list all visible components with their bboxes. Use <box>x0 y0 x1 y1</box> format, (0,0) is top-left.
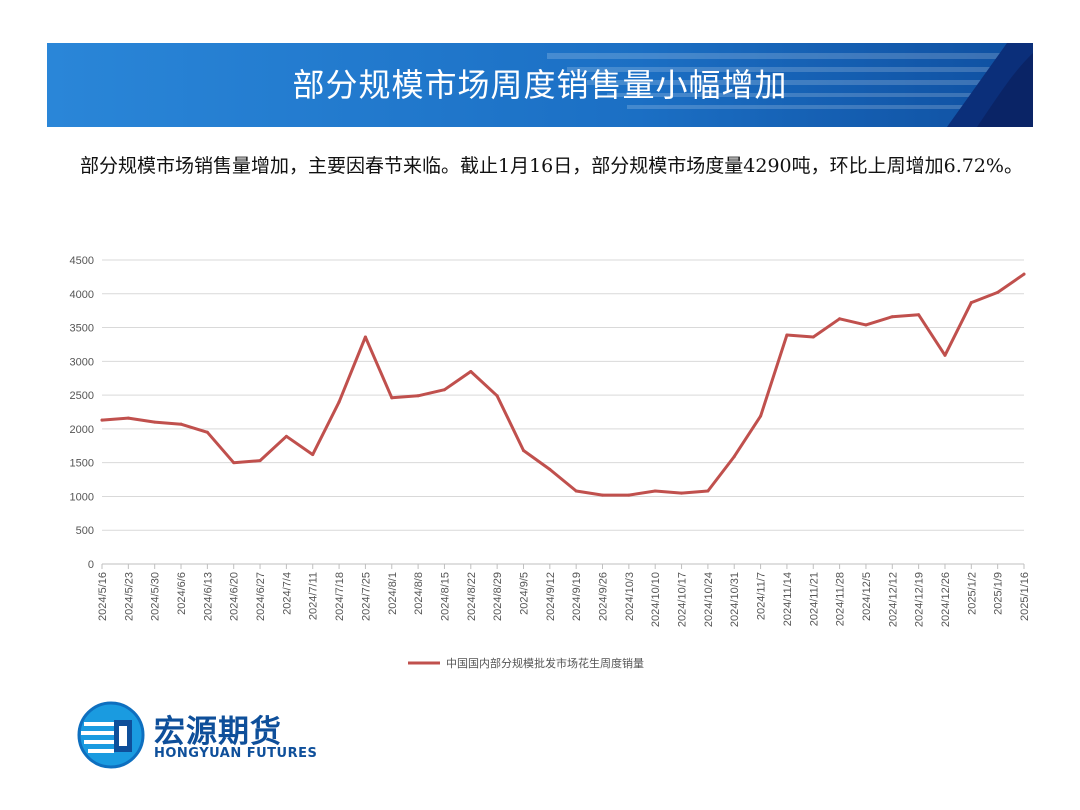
data-point <box>179 422 183 426</box>
x-tick-label: 2024/8/22 <box>466 572 478 621</box>
data-point <box>416 394 420 398</box>
x-tick-label: 2024/5/16 <box>97 572 109 621</box>
data-point <box>785 333 789 337</box>
x-tick-label: 2024/6/6 <box>176 572 188 615</box>
brand-name-cn: 宏源期货 <box>154 714 282 750</box>
x-tick-label: 2024/8/29 <box>492 572 504 621</box>
x-tick-label: 2024/7/11 <box>308 572 320 620</box>
data-point <box>627 493 631 497</box>
x-tick-label: 2024/7/18 <box>334 572 346 621</box>
x-tick-label: 2024/9/5 <box>518 572 530 615</box>
x-tick-label: 2024/12/5 <box>861 572 873 621</box>
company-logo: 宏源期货 HONGYUAN FUTURES <box>76 700 376 780</box>
y-tick-label: 3000 <box>70 356 94 368</box>
banner-background <box>47 43 1033 127</box>
data-point <box>390 396 394 400</box>
data-point <box>653 489 657 493</box>
x-tick-label: 2024/7/25 <box>360 572 372 621</box>
y-tick-label: 1000 <box>70 491 94 503</box>
legend-label: 中国国内部分规模批发市场花生周度销量 <box>446 656 644 670</box>
data-point <box>284 434 288 438</box>
data-point <box>706 489 710 493</box>
x-tick-label: 2024/12/12 <box>887 572 899 627</box>
data-point <box>917 313 921 317</box>
x-tick-label: 2024/11/7 <box>756 572 768 620</box>
data-point <box>601 493 605 497</box>
data-point <box>363 335 367 339</box>
x-tick-label: 2025/1/9 <box>993 572 1005 615</box>
x-tick-label: 2024/6/27 <box>255 572 267 621</box>
data-point <box>996 290 1000 294</box>
x-tick-label: 2025/1/2 <box>966 572 978 615</box>
summary-text: 部分规模市场销售量增加，主要因春节来临。截止1月16日，部分规模市场度量4290… <box>80 155 1023 177</box>
data-point <box>521 449 525 453</box>
y-tick-label: 2500 <box>70 390 94 402</box>
x-tick-label: 2024/10/31 <box>729 572 741 627</box>
data-point <box>153 420 157 424</box>
x-tick-label: 2024/10/10 <box>650 572 662 627</box>
x-tick-label: 2024/11/28 <box>835 572 847 626</box>
data-point <box>337 400 341 404</box>
brand-name-en: HONGYUAN FUTURES <box>154 746 318 761</box>
title-banner: 部分规模市场周度销售量小幅增加 <box>47 43 1033 127</box>
x-tick-label: 2024/7/4 <box>281 572 293 615</box>
data-point <box>442 388 446 392</box>
data-point <box>574 489 578 493</box>
data-point <box>311 453 315 457</box>
series-line <box>100 272 1026 497</box>
x-tick-label: 2024/12/26 <box>940 572 952 627</box>
data-point <box>205 430 209 434</box>
data-point <box>232 461 236 465</box>
x-tick-label: 2024/9/26 <box>598 572 610 621</box>
y-tick-label: 1500 <box>70 458 94 470</box>
data-point <box>126 416 130 420</box>
data-point <box>469 369 473 373</box>
data-point <box>811 335 815 339</box>
data-point <box>1022 272 1026 276</box>
x-tick-label: 2024/8/8 <box>413 572 425 615</box>
x-tick-label: 2024/9/19 <box>571 572 583 621</box>
data-point <box>838 317 842 321</box>
data-point <box>100 418 104 422</box>
x-tick-label: 2024/8/1 <box>387 572 399 615</box>
x-tick-label: 2024/10/3 <box>624 572 636 621</box>
page-title: 部分规模市场周度销售量小幅增加 <box>292 66 788 104</box>
x-tick-label: 2024/5/23 <box>123 572 135 621</box>
y-tick-label: 3500 <box>70 323 94 335</box>
x-tick-label: 2024/10/24 <box>703 572 715 627</box>
data-point <box>943 353 947 357</box>
data-point <box>890 315 894 319</box>
data-point <box>732 455 736 459</box>
logo-emblem-icon <box>77 701 145 769</box>
y-tick-label: 4000 <box>70 289 94 301</box>
x-tick-label: 2024/5/30 <box>150 572 162 621</box>
y-tick-label: 4500 <box>70 255 94 267</box>
x-tick-label: 2024/6/13 <box>202 572 214 621</box>
y-tick-label: 500 <box>76 525 94 537</box>
y-tick-label: 2000 <box>70 424 94 436</box>
x-tick-label: 2025/1/16 <box>1019 572 1031 621</box>
data-point <box>969 301 973 305</box>
data-point <box>548 467 552 471</box>
x-tick-label: 2024/10/17 <box>677 572 689 627</box>
data-point <box>759 414 763 418</box>
data-point <box>864 323 868 327</box>
x-tick-label: 2024/12/19 <box>914 572 926 627</box>
x-tick-label: 2024/6/20 <box>229 572 241 621</box>
data-point <box>680 491 684 495</box>
data-point <box>258 459 262 463</box>
x-tick-label: 2024/9/12 <box>545 572 557 621</box>
x-tick-label: 2024/8/15 <box>439 572 451 621</box>
data-point <box>495 394 499 398</box>
x-tick-label: 2024/11/21 <box>808 572 820 626</box>
x-tick-label: 2024/11/14 <box>782 572 794 626</box>
y-tick-label: 0 <box>88 559 94 571</box>
sales-line-chart: 0 500 1000 1500 2000 2500 3000 3500 4000 4500 2024… <box>70 255 1031 670</box>
